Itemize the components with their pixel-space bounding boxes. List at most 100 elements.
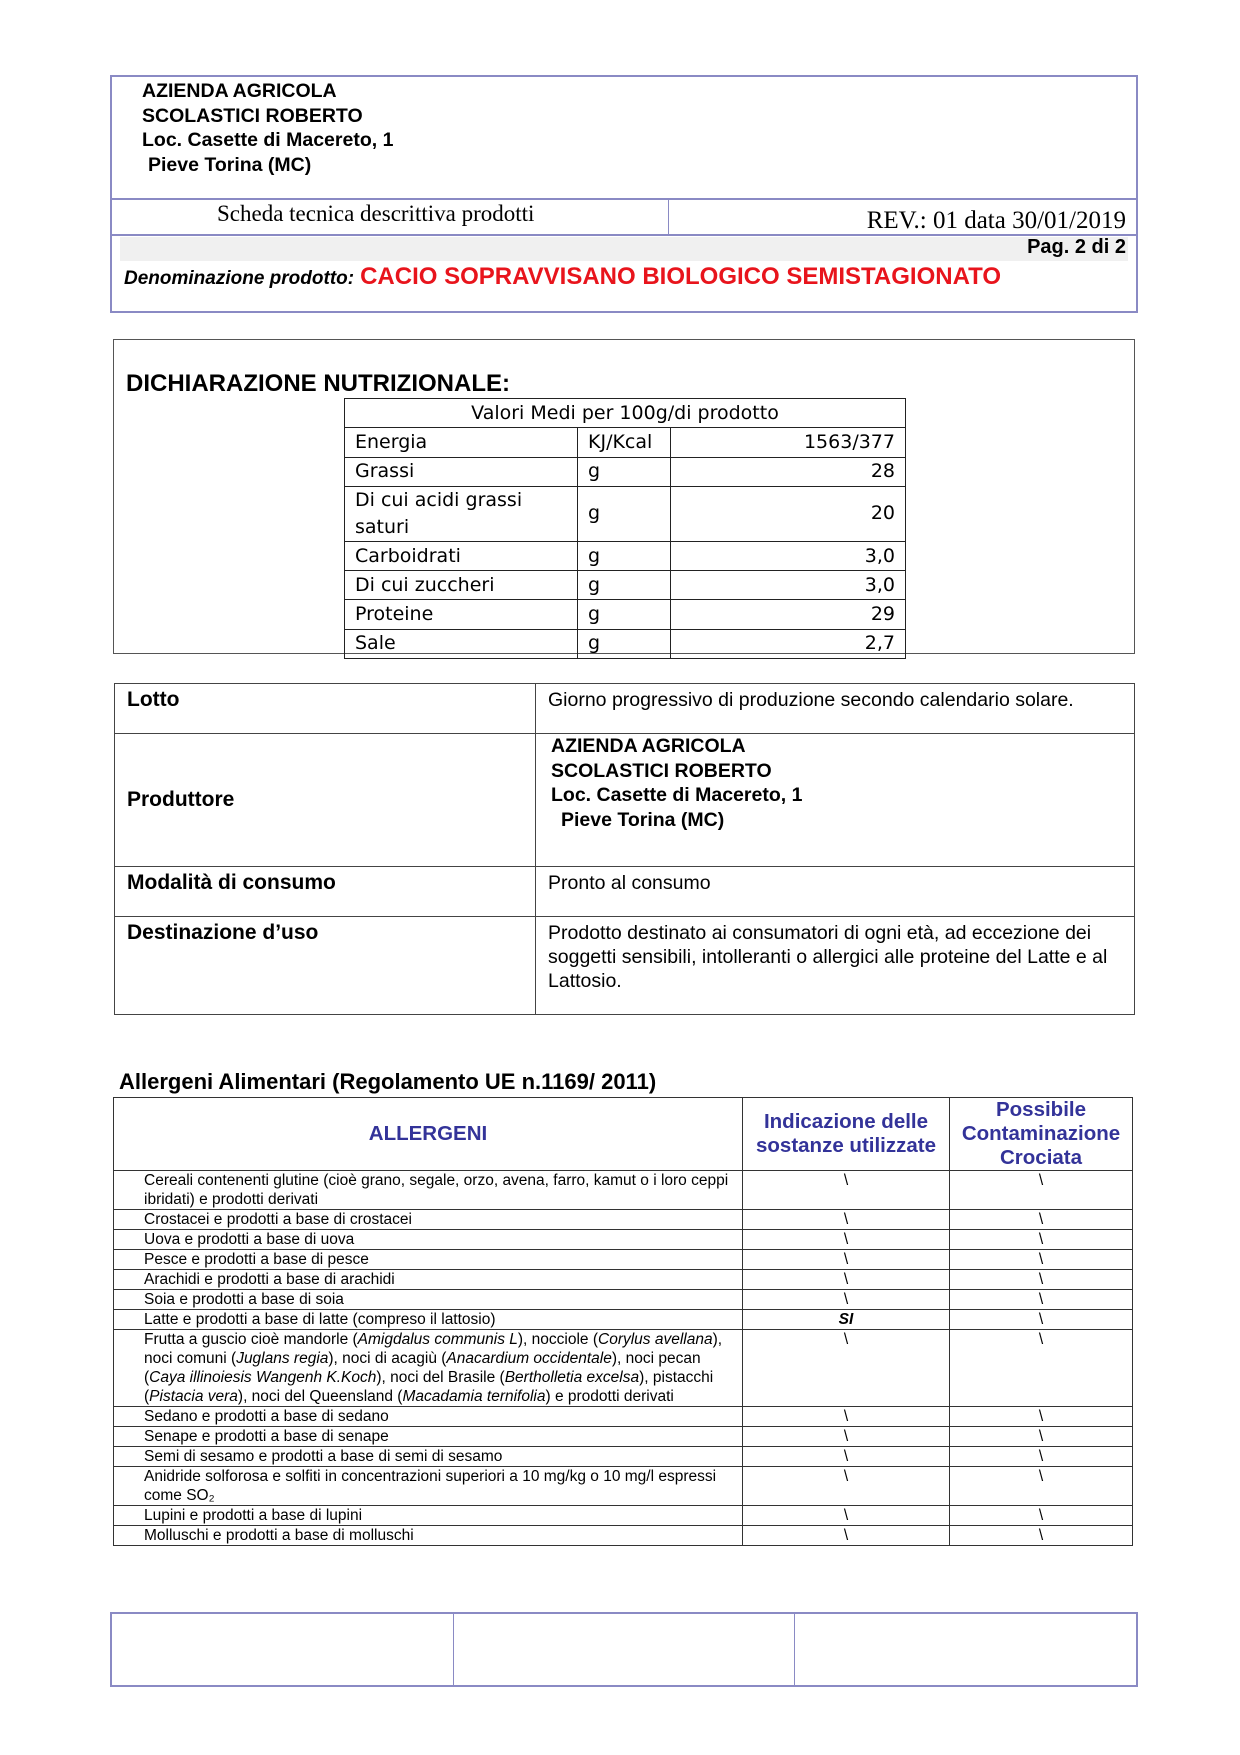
page-number: Pag. 2 di 2 [1027,236,1126,258]
allergen-name: Cereali contenenti glutine (cioè grano, … [113,1170,743,1210]
allergen-row: Senape e prodotti a base di senape \ \ [113,1426,1133,1447]
divider [668,198,669,235]
destinazione-label: Destinazione d’uso [114,916,536,1015]
lotto-value: Giorno progressivo di produzione secondo… [535,683,1135,734]
allergen-row: Crostacei e prodotti a base di crostacei… [113,1209,1133,1230]
nutrient-name: Di cui acidi grassi saturi [344,485,578,542]
allergen-name: Anidride solforosa e solfiti in concentr… [113,1466,743,1506]
nutrition-header: Valori Medi per 100g/di prodotto [344,397,906,429]
nutrition-row: Energia KJ/Kcal 1563/377 [344,427,906,458]
allergen-name: Molluschi e prodotti a base di molluschi [113,1525,743,1546]
nutrient-unit: g [577,456,671,487]
allergen-row: Cereali contenenti glutine (cioè grano, … [113,1170,1133,1210]
allergen-name: Semi di sesamo e prodotti a base di semi… [113,1446,743,1467]
col-allergeni: ALLERGENI [113,1097,743,1171]
nutrient-name: Grassi [344,456,578,487]
consumo-label: Modalità di consumo [114,866,536,917]
allergen-used: \ [742,1209,950,1230]
document-title: Scheda tecnica descrittiva prodotti [217,201,535,226]
allergen-row: Uova e prodotti a base di uova \ \ [113,1229,1133,1250]
allergen-row: Pesce e prodotti a base di pesce \ \ [113,1249,1133,1270]
allergen-cross-contamination: \ [949,1269,1133,1290]
allergens-title: Allergeni Alimentari (Regolamento UE n.1… [119,1069,657,1094]
allergen-row: Arachidi e prodotti a base di arachidi \ \ [113,1269,1133,1290]
product-denomination: Denominazione prodotto: CACIO SOPRAVVISAN… [124,263,1001,291]
allergen-cross-contamination: \ [949,1446,1133,1467]
allergen-used: \ [742,1249,950,1270]
allergen-cross-contamination: \ [949,1170,1133,1210]
nutrient-value: 3,0 [670,570,906,601]
allergen-row: Sedano e prodotti a base di sedano \ \ [113,1406,1133,1427]
nutrient-name: Di cui zuccheri [344,570,578,601]
footer-cell [454,1614,796,1685]
table-row: Destinazione d’uso Prodotto destinato ai… [114,916,1135,1015]
allergen-name: Crostacei e prodotti a base di crostacei [113,1209,743,1230]
consumo-value: Pronto al consumo [535,866,1135,917]
nutrient-name: Energia [344,427,578,458]
allergen-used: \ [742,1406,950,1427]
nutrient-name: Carboidrati [344,540,578,572]
allergen-row: Lupini e prodotti a base di lupini \ \ [113,1505,1133,1526]
nutrient-value: 1563/377 [670,427,906,458]
allergen-name: Lupini e prodotti a base di lupini [113,1505,743,1526]
col-sostanze: Indicazione delle sostanze utilizzate [742,1097,950,1171]
product-name: CACIO SOPRAVVISANO BIOLOGICO SEMISTAGION… [360,263,1002,290]
allergen-name: Sedano e prodotti a base di sedano [113,1406,743,1427]
footer-cell [795,1614,1136,1685]
allergen-used: SI [742,1309,950,1330]
table-row: Produttore AZIENDA AGRICOLA SCOLASTICI R… [114,733,1135,867]
nutrient-unit: g [577,485,671,542]
nutrient-value: 2,7 [670,628,906,660]
allergen-row: Anidride solforosa e solfiti in concentr… [113,1466,1133,1506]
nutrient-unit: g [577,599,671,630]
nutrient-value: 3,0 [670,540,906,572]
nutrient-unit: g [577,570,671,601]
allergen-cross-contamination: \ [949,1505,1133,1526]
nutrition-row: Di cui zuccheri g 3,0 [344,570,906,601]
nutrient-unit: g [577,628,671,660]
allergen-used: \ [742,1426,950,1447]
nutrient-value: 29 [670,599,906,630]
divider [112,198,1136,200]
allergen-cross-contamination: \ [949,1209,1133,1230]
allergen-name: Frutta a guscio cioè mandorle (Amigdalus… [113,1329,743,1407]
allergen-used: \ [742,1446,950,1467]
allergen-row: Frutta a guscio cioè mandorle (Amigdalus… [113,1329,1133,1407]
allergen-name: Pesce e prodotti a base di pesce [113,1249,743,1270]
allergen-name: Senape e prodotti a base di senape [113,1426,743,1447]
table-row: Modalità di consumo Pronto al consumo [114,866,1135,917]
allergen-name: Uova e prodotti a base di uova [113,1229,743,1250]
allergen-used: \ [742,1505,950,1526]
allergen-cross-contamination: \ [949,1229,1133,1250]
company-address: AZIENDA AGRICOLA SCOLASTICI ROBERTO Loc.… [142,80,394,176]
allergen-name: Soia e prodotti a base di soia [113,1289,743,1310]
nutrition-section: DICHIARAZIONE NUTRIZIONALE: Valori Medi … [113,339,1135,660]
allergen-cross-contamination: \ [949,1309,1133,1330]
allergen-used: \ [742,1170,950,1210]
nutrition-table: Valori Medi per 100g/di prodotto Energia… [344,397,906,660]
footer-box [110,1612,1138,1687]
allergen-name: Latte e prodotti a base di latte (compre… [113,1309,743,1330]
allergen-cross-contamination: \ [949,1406,1133,1427]
revision: REV.: 01 data 30/01/2019 [866,207,1126,234]
document-header: AZIENDA AGRICOLA SCOLASTICI ROBERTO Loc.… [110,75,1138,313]
allergen-cross-contamination: \ [949,1329,1133,1407]
nutrient-name: Proteine [344,599,578,630]
nutrition-row: Sale g 2,7 [344,628,906,660]
allergen-used: \ [742,1229,950,1250]
nutrient-name: Sale [344,628,578,660]
allergen-used: \ [742,1329,950,1407]
allergen-cross-contamination: \ [949,1466,1133,1506]
nutrient-unit: KJ/Kcal [577,427,671,458]
product-info-table: Lotto Giorno progressivo di produzione s… [114,683,1135,1015]
footer-cell [112,1614,454,1685]
nutrition-row: Grassi g 28 [344,456,906,487]
allergen-row: Molluschi e prodotti a base di molluschi… [113,1525,1133,1546]
page-bar [120,237,1128,261]
allergen-row: Soia e prodotti a base di soia \ \ [113,1289,1133,1310]
allergen-used: \ [742,1269,950,1290]
allergen-cross-contamination: \ [949,1249,1133,1270]
col-contaminazione: Possibile Contaminazione Crociata [949,1097,1133,1171]
nutrient-value: 20 [670,485,906,542]
nutrition-row: Di cui acidi grassi saturi g 20 [344,485,906,542]
